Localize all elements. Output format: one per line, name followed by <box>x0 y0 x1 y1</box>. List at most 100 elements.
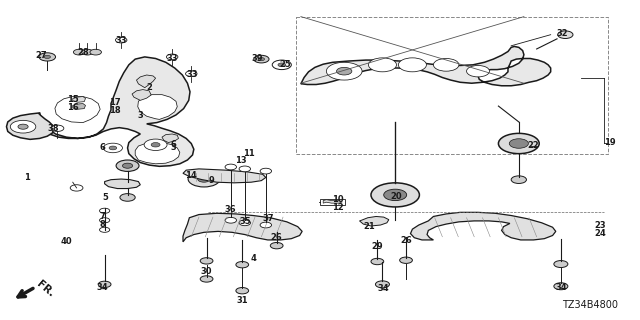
Circle shape <box>554 283 568 290</box>
Circle shape <box>371 258 384 265</box>
Text: 29: 29 <box>372 242 383 251</box>
Circle shape <box>186 71 197 76</box>
Text: 5: 5 <box>102 193 108 202</box>
Circle shape <box>74 49 85 55</box>
Text: 33: 33 <box>166 54 178 63</box>
Text: TZ34B4800: TZ34B4800 <box>562 300 618 310</box>
Text: 2: 2 <box>147 83 152 92</box>
Polygon shape <box>410 212 556 240</box>
Circle shape <box>236 261 248 268</box>
Text: 4: 4 <box>250 254 256 263</box>
Text: 14: 14 <box>186 172 197 180</box>
Text: 36: 36 <box>225 205 237 214</box>
Circle shape <box>384 189 406 201</box>
Text: 8: 8 <box>99 220 105 229</box>
Circle shape <box>100 208 109 213</box>
Circle shape <box>144 139 167 150</box>
Circle shape <box>82 49 93 55</box>
Circle shape <box>272 60 291 69</box>
Polygon shape <box>6 113 54 140</box>
Circle shape <box>511 176 527 183</box>
Circle shape <box>10 120 36 133</box>
Text: 1: 1 <box>24 173 30 182</box>
Text: 3: 3 <box>171 143 176 152</box>
Polygon shape <box>360 216 389 226</box>
Circle shape <box>200 258 213 264</box>
Text: 21: 21 <box>364 222 376 231</box>
Circle shape <box>260 222 271 228</box>
Text: 24: 24 <box>595 229 606 238</box>
Polygon shape <box>301 46 550 86</box>
Text: 34: 34 <box>96 283 108 292</box>
Circle shape <box>122 163 132 168</box>
Polygon shape <box>132 90 151 100</box>
Circle shape <box>70 185 83 191</box>
Circle shape <box>239 166 250 172</box>
Circle shape <box>39 53 56 61</box>
Circle shape <box>270 243 283 249</box>
Text: 11: 11 <box>243 149 255 158</box>
Text: 30: 30 <box>201 267 212 276</box>
Circle shape <box>44 55 51 59</box>
Circle shape <box>198 176 211 182</box>
Circle shape <box>225 164 237 170</box>
Text: 34: 34 <box>378 284 390 293</box>
Text: 37: 37 <box>262 214 273 223</box>
Circle shape <box>236 288 248 294</box>
Circle shape <box>509 139 529 148</box>
Circle shape <box>554 260 568 268</box>
Circle shape <box>278 63 285 67</box>
Circle shape <box>239 220 250 226</box>
Text: 28: 28 <box>77 48 89 57</box>
Text: 16: 16 <box>67 103 79 112</box>
Circle shape <box>115 37 127 43</box>
Circle shape <box>18 124 28 129</box>
Text: 34: 34 <box>555 283 566 292</box>
Text: 26: 26 <box>271 233 282 242</box>
Text: 3: 3 <box>138 111 143 120</box>
Text: 18: 18 <box>109 106 120 115</box>
Text: 9: 9 <box>209 176 214 185</box>
Text: 38: 38 <box>48 124 60 133</box>
Circle shape <box>151 142 160 147</box>
Polygon shape <box>38 57 194 166</box>
Text: 10: 10 <box>332 195 344 204</box>
Circle shape <box>100 227 109 232</box>
Text: 17: 17 <box>109 99 120 108</box>
Text: 26: 26 <box>400 236 412 245</box>
Text: 40: 40 <box>61 237 72 246</box>
Text: 6: 6 <box>99 143 105 152</box>
Text: 33: 33 <box>187 70 198 79</box>
Circle shape <box>116 160 139 172</box>
Polygon shape <box>135 142 180 164</box>
Text: 20: 20 <box>390 192 403 201</box>
Text: 35: 35 <box>239 217 251 226</box>
Circle shape <box>120 194 135 201</box>
Polygon shape <box>138 95 177 119</box>
Circle shape <box>51 125 64 132</box>
Circle shape <box>166 54 178 60</box>
Circle shape <box>260 168 271 174</box>
Circle shape <box>225 217 237 223</box>
Text: 12: 12 <box>332 203 344 212</box>
Circle shape <box>467 66 490 77</box>
Circle shape <box>369 58 396 72</box>
Polygon shape <box>323 200 342 203</box>
Circle shape <box>433 59 459 71</box>
Text: 25: 25 <box>279 60 291 69</box>
Circle shape <box>326 62 362 80</box>
Text: 23: 23 <box>595 220 606 229</box>
Polygon shape <box>136 75 156 88</box>
Circle shape <box>258 58 264 61</box>
Polygon shape <box>162 134 179 142</box>
Text: 27: 27 <box>35 51 47 60</box>
Text: 15: 15 <box>67 95 79 104</box>
Circle shape <box>90 49 101 55</box>
Text: 22: 22 <box>527 141 540 150</box>
Circle shape <box>399 257 412 263</box>
Text: 32: 32 <box>556 29 568 38</box>
Text: 13: 13 <box>234 156 246 165</box>
Circle shape <box>337 68 352 75</box>
Text: FR.: FR. <box>35 278 56 299</box>
Text: 39: 39 <box>252 54 263 63</box>
